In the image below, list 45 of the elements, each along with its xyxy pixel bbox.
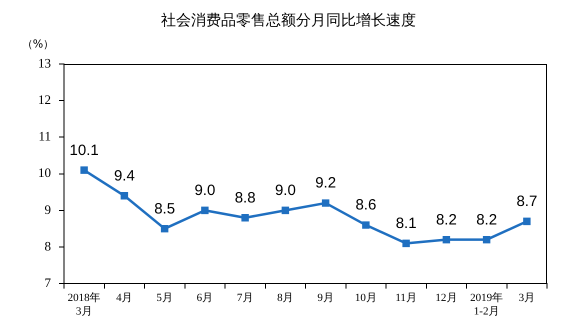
x-tick-label: 4月 [116,292,133,304]
point [402,240,410,248]
data-label: 8.1 [396,214,417,232]
point [282,206,290,214]
data-label: 8.2 [476,211,498,228]
point [442,236,450,244]
y-tick-label: 11 [38,128,51,144]
point [523,218,531,226]
y-axis-title: （%） [22,37,54,50]
y-tick-label: 9 [44,202,51,217]
point [241,214,249,222]
data-label: 8.7 [516,193,538,210]
point [160,224,168,232]
x-tick-label: 2019年 1-2月 [470,292,504,318]
data-label: 8.6 [355,196,376,214]
data-label: 9.2 [315,174,336,192]
point [201,206,209,214]
x-tick-label: 9月 [317,292,334,304]
point [322,199,330,207]
x-tick-label: 6月 [196,292,214,304]
data-label: 8.2 [436,211,457,228]
x-tick-label: 11月 [395,292,417,304]
y-tick-label: 12 [38,92,51,108]
x-tick-label: 10月 [354,292,377,304]
y-tick-label: 8 [44,238,51,254]
y-tick-label: 13 [38,55,51,70]
x-tick-label: 7月 [236,292,254,304]
y-tick-label: 10 [38,165,51,180]
data-label: 8.5 [154,200,176,218]
y-tick-label: 7 [44,275,52,290]
data-label: 8.8 [234,189,256,206]
point [80,166,88,174]
point [120,192,128,200]
x-tick-label: 3月 [518,292,536,304]
chart-title: 社会消费品零售总额分月同比增长速度 [161,10,416,29]
x-tick-label: 5月 [156,292,173,304]
x-tick-label: 2018年 3月 [68,292,101,318]
point [362,221,370,229]
x-tick-label: 8月 [277,292,294,304]
data-label: 9.0 [274,182,296,200]
point [482,236,490,244]
data-label: 9.0 [194,182,216,200]
data-label: 10.1 [70,142,99,159]
data-label: 9.4 [114,167,135,184]
x-tick-label: 12月 [435,292,458,304]
